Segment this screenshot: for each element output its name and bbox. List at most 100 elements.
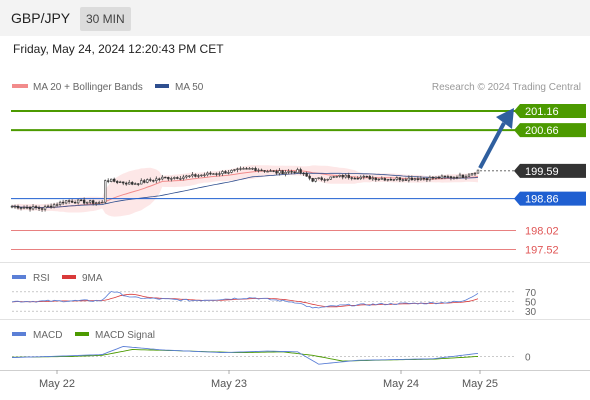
candle-body-up: [52, 204, 56, 208]
candle-body-up: [161, 176, 164, 180]
candle: [224, 170, 227, 174]
candle-body-up: [203, 174, 206, 176]
candle-body-down: [404, 179, 408, 181]
candle: [287, 169, 290, 175]
candle-body-down: [455, 176, 459, 179]
candle: [55, 202, 59, 207]
candle: [434, 176, 438, 180]
candle-body-up: [296, 169, 299, 174]
candle: [428, 175, 432, 182]
support-tag-label: 197.52: [525, 245, 559, 257]
candle: [236, 167, 239, 173]
time-axis-label: May 22: [39, 378, 75, 390]
candle: [19, 207, 23, 211]
candle: [374, 177, 377, 182]
candle-body-down: [131, 182, 134, 185]
candle-body-up: [191, 174, 194, 177]
symbol-title: GBP/JPY: [11, 10, 71, 26]
rsi-legend-swatch: [12, 275, 26, 279]
candle: [284, 170, 287, 177]
candle-body-up: [64, 200, 68, 204]
candle-body-down: [149, 179, 152, 181]
candle: [125, 181, 128, 186]
candle: [212, 173, 215, 175]
candle: [473, 172, 477, 177]
candle: [188, 175, 191, 178]
candle: [245, 166, 248, 170]
candle-body-up: [173, 177, 176, 179]
candle: [215, 172, 218, 177]
candle: [206, 171, 209, 177]
candle: [302, 172, 305, 176]
candle: [164, 176, 167, 179]
datetime-label: Friday, May 24, 2024 12:20:43 PM CET: [13, 42, 224, 56]
candle: [134, 182, 137, 185]
candle: [143, 178, 146, 184]
rsi-ma-legend-label: 9MA: [82, 273, 103, 284]
candle: [356, 176, 359, 180]
timeframe-button[interactable]: 30 MIN: [80, 7, 131, 31]
candle-body-down: [290, 171, 293, 173]
macd-signal-legend-swatch: [75, 332, 89, 336]
candle-body-down: [383, 178, 386, 181]
candle-body-up: [314, 178, 317, 182]
candle-body-down: [374, 177, 377, 180]
candle: [227, 169, 230, 175]
candle: [82, 197, 86, 205]
candle-body-down: [158, 178, 161, 180]
macd-signal-legend-label: MACD Signal: [95, 330, 155, 341]
candle-body-up: [100, 201, 104, 204]
candle: [209, 171, 212, 176]
candle-body-up: [88, 200, 92, 203]
rsi-ma-legend-swatch: [62, 275, 76, 279]
candle: [431, 176, 435, 181]
candle: [452, 176, 456, 180]
candle-body-down: [67, 200, 71, 202]
candle-body-down: [416, 178, 420, 180]
candle-body-down: [398, 177, 402, 181]
candle: [25, 204, 29, 210]
candle: [221, 170, 224, 176]
candle: [22, 205, 26, 210]
candle: [131, 181, 134, 186]
candle-body-up: [179, 178, 182, 180]
candle: [353, 176, 356, 180]
candle-body-up: [206, 172, 209, 176]
candle: [377, 178, 380, 182]
candle-body-up: [266, 170, 269, 173]
candle-body-down: [389, 179, 393, 181]
candle: [371, 175, 374, 181]
candle-body-up: [470, 173, 474, 176]
candle-body-up: [428, 176, 432, 181]
candle-body-down: [82, 199, 86, 204]
candle: [419, 175, 423, 181]
macd-zero-label: 0: [525, 352, 531, 363]
candle: [257, 168, 260, 173]
candle-body-up: [326, 178, 329, 181]
candle: [167, 176, 170, 181]
candle-body-up: [227, 172, 230, 174]
candle: [398, 177, 402, 183]
candle-body-up: [386, 179, 390, 181]
candle-body-up: [19, 207, 23, 209]
rsi-level-label: 30: [525, 307, 537, 318]
candle: [407, 175, 411, 183]
candle-body-up: [200, 174, 203, 177]
candle-body-up: [329, 176, 332, 180]
candle-body-down: [34, 206, 38, 209]
candle-body-down: [107, 180, 110, 182]
candle: [218, 171, 221, 177]
candle: [76, 199, 80, 205]
candle: [311, 177, 314, 183]
candle-body-up: [434, 176, 438, 179]
candle-body-down: [431, 176, 435, 179]
candle-body-up: [233, 169, 236, 171]
candle-body-down: [215, 173, 218, 175]
macd-legend-swatch: [12, 332, 26, 336]
candle: [79, 198, 83, 202]
candle: [461, 174, 465, 178]
candle-body-up: [452, 176, 456, 179]
candle-body-down: [152, 180, 155, 182]
